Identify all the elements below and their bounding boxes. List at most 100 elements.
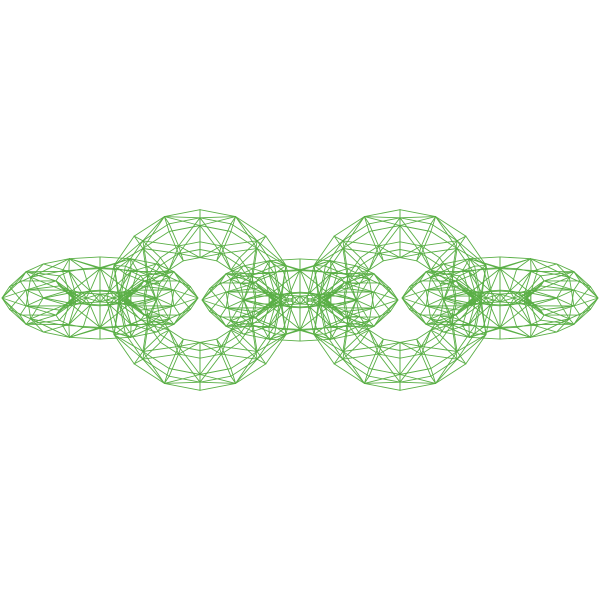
wire-edge	[220, 253, 241, 266]
wire-edge	[268, 294, 283, 309]
wire-edge	[409, 276, 432, 288]
wire-edge	[55, 280, 75, 299]
wire-edge	[468, 303, 483, 325]
wire-edge	[430, 263, 444, 278]
wire-edge	[530, 258, 538, 272]
wire-edge	[178, 217, 201, 247]
wire-edge	[420, 240, 458, 247]
wire-edge	[173, 308, 191, 325]
wire-edge	[42, 297, 70, 304]
wire-edge	[342, 240, 361, 259]
wire-edge	[509, 271, 532, 292]
wire-edge	[420, 223, 432, 247]
wire-edge	[163, 209, 201, 218]
wire-edge	[124, 273, 149, 284]
wire-edge	[142, 316, 149, 352]
wire-edge	[530, 324, 532, 338]
wire-edge	[416, 260, 432, 271]
wire-edge	[230, 358, 258, 377]
wire-edge	[343, 295, 357, 301]
wire-edge	[142, 248, 149, 284]
wire-edge	[178, 245, 201, 259]
wire-edge	[42, 297, 70, 307]
wire-edge	[199, 368, 232, 375]
wire-edge	[468, 271, 491, 292]
wire-edge	[55, 275, 60, 282]
wire-edge	[442, 297, 470, 307]
wire-edge	[168, 223, 180, 247]
wire-edge	[235, 216, 258, 249]
wire-edge	[173, 271, 181, 282]
wire-edge	[178, 341, 201, 347]
wire-edge	[159, 329, 170, 336]
wire-edge	[106, 295, 120, 301]
wire-edge	[568, 308, 591, 320]
wire-edge	[363, 382, 401, 391]
wire-edge	[456, 240, 487, 266]
wire-edge	[142, 324, 149, 360]
wire-edge	[419, 271, 427, 282]
wire-edge	[199, 225, 232, 232]
wire-edge	[363, 374, 401, 384]
wire-edge	[342, 351, 370, 369]
wire-edge	[499, 336, 532, 340]
wire-edge	[235, 358, 258, 384]
wire-edge	[199, 341, 222, 347]
wire-edge	[199, 245, 222, 259]
wire-edge	[313, 295, 320, 336]
wire-edge	[462, 268, 501, 272]
wire-edge	[499, 258, 532, 269]
wire-edge	[178, 241, 201, 247]
wire-edge	[435, 216, 458, 242]
wire-edge	[573, 305, 581, 316]
wire-edge	[147, 257, 161, 276]
wire-edge	[159, 315, 170, 331]
wire-edge	[143, 295, 157, 301]
wire-edge	[235, 216, 258, 242]
wire-edge	[442, 297, 470, 304]
wire-edge	[178, 338, 184, 347]
wire-edge	[313, 240, 344, 266]
wire-edge	[425, 271, 432, 278]
wire-edge	[235, 216, 267, 237]
wire-edge	[256, 235, 267, 249]
wire-edge	[142, 216, 165, 249]
wire-edge	[255, 277, 260, 284]
chain-link-4	[306, 209, 494, 391]
wire-edge	[147, 269, 170, 284]
wire-edge	[530, 319, 542, 325]
wire-edge	[378, 253, 401, 259]
wire-edge	[368, 253, 380, 271]
wire-edge	[239, 240, 258, 259]
wire-edge	[347, 324, 370, 331]
wire-edge	[556, 263, 575, 273]
wire-edge	[359, 257, 370, 271]
wire-edge	[299, 306, 311, 331]
wire-edge	[168, 329, 180, 347]
wire-edge	[330, 333, 358, 340]
wire-edge	[142, 345, 180, 352]
wire-edge	[109, 290, 118, 304]
wire-edge	[382, 338, 401, 343]
wire-edge	[25, 271, 32, 278]
wire-edge	[230, 264, 241, 271]
wire-edge	[199, 217, 232, 225]
wire-edge	[109, 304, 132, 325]
wire-edge	[268, 305, 283, 327]
wire-edge	[159, 264, 170, 271]
wire-edge	[309, 292, 319, 295]
wire-edge	[168, 276, 191, 288]
wire-edge	[9, 308, 32, 320]
wire-edge	[342, 248, 349, 284]
wire-edge	[209, 288, 227, 309]
wire-edge	[313, 248, 344, 266]
wire-edge	[309, 273, 332, 294]
wire-edge	[318, 303, 326, 335]
wire-edge	[573, 280, 581, 291]
wire-edge	[356, 299, 370, 322]
wire-edge	[230, 320, 244, 335]
wire-edge	[468, 326, 484, 338]
wire-edge	[299, 269, 311, 294]
wire-edge	[568, 318, 575, 325]
wire-edge	[147, 299, 157, 326]
